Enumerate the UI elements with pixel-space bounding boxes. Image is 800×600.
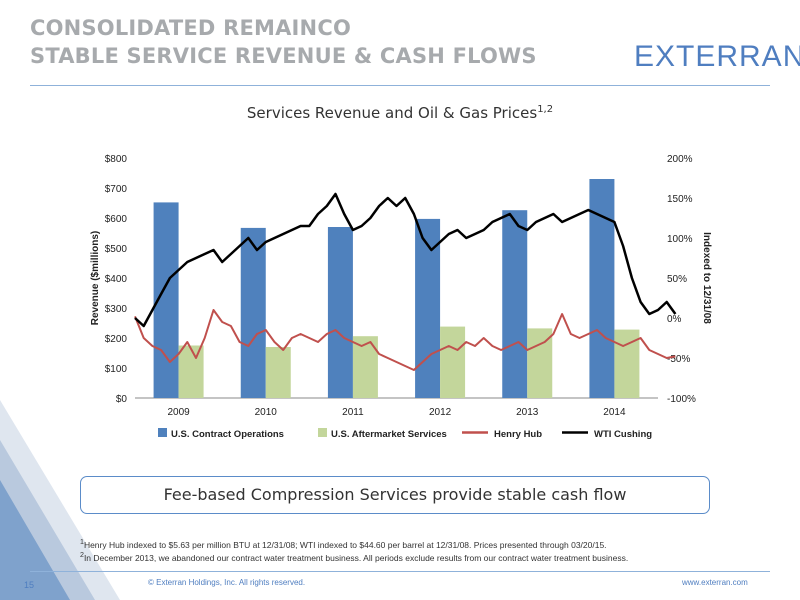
x-tick-label: 2009: [167, 407, 190, 418]
legend-swatch: [158, 428, 167, 437]
footnote-1: 1Henry Hub indexed to $5.63 per million …: [80, 538, 607, 550]
y2-tick-label: 100%: [667, 234, 693, 245]
footer-copyright: © Exterran Holdings, Inc. All rights res…: [148, 578, 306, 587]
y-tick-label: $300: [105, 304, 128, 315]
y-tick-label: $400: [105, 274, 128, 285]
legend-label: U.S. Aftermarket Services: [331, 429, 447, 440]
bar-contract-operations: [240, 227, 266, 398]
y2-tick-label: -50%: [667, 354, 690, 365]
x-tick-label: 2010: [255, 407, 278, 418]
bar-contract-operations: [327, 227, 353, 398]
slide-title-line2: STABLE SERVICE REVENUE & CASH FLOWS: [30, 44, 537, 68]
chart-title-footnote-ref: 1,2: [537, 104, 554, 115]
legend-label: Henry Hub: [494, 429, 542, 440]
decor-stripe-dark: [0, 480, 70, 600]
footnote-2: 2In December 2013, we abandoned our cont…: [80, 551, 628, 563]
legend-label: U.S. Contract Operations: [171, 429, 284, 440]
slide-title-line1: CONSOLIDATED REMAINCO: [30, 16, 351, 40]
header-divider: [30, 85, 770, 86]
footnote-1-num: 1: [80, 538, 84, 546]
y2-tick-label: 150%: [667, 194, 693, 205]
chart-title-text: Services Revenue and Oil & Gas Prices: [246, 104, 538, 122]
chart-title: Services Revenue and Oil & Gas Prices1,2: [0, 104, 800, 122]
y-tick-label: $600: [105, 214, 128, 225]
y-tick-label: $0: [116, 394, 128, 405]
bar-contract-operations: [502, 210, 528, 398]
y2-tick-label: 50%: [667, 274, 687, 285]
exterran-logo: EXTERRAN®: [634, 40, 800, 74]
footer-divider: [30, 571, 770, 572]
line-wti-cushing: [134, 192, 677, 328]
y-tick-label: $200: [105, 334, 128, 345]
bar-aftermarket-services: [265, 347, 291, 398]
footer-url[interactable]: www.exterran.com: [682, 578, 748, 587]
y-tick-label: $700: [105, 184, 128, 195]
footnote-1-text: Henry Hub indexed to $5.63 per million B…: [83, 539, 607, 550]
y-tick-label: $500: [105, 244, 128, 255]
callout-box: Fee-based Compression Services provide s…: [80, 476, 710, 514]
y2-axis-title: Indexed to 12/31/08: [701, 232, 712, 324]
logo-text: EXTERRAN: [634, 40, 800, 73]
y2-tick-label: 0%: [667, 314, 682, 325]
y-tick-label: $800: [105, 154, 128, 165]
bar-contract-operations: [415, 218, 441, 398]
page-number: 15: [24, 580, 35, 590]
line-henry-hub: [134, 309, 676, 371]
legend-label: WTI Cushing: [594, 429, 652, 440]
bar-aftermarket-services: [178, 345, 204, 398]
x-tick-label: 2012: [429, 407, 452, 418]
legend-swatch: [318, 428, 327, 437]
x-tick-label: 2011: [342, 407, 364, 418]
x-tick-label: 2014: [603, 407, 626, 418]
y2-tick-label: 200%: [667, 154, 693, 165]
y-axis-title: Revenue ($millions): [90, 231, 101, 325]
footnote-2-text: In December 2013, we abandoned our contr…: [83, 552, 629, 563]
bar-aftermarket-services: [440, 326, 466, 398]
footnote-2-num: 2: [80, 551, 84, 559]
y-tick-label: $100: [105, 364, 128, 375]
x-tick-label: 2013: [516, 407, 539, 418]
y2-tick-label: -100%: [667, 394, 696, 405]
bar-aftermarket-services: [352, 336, 378, 398]
